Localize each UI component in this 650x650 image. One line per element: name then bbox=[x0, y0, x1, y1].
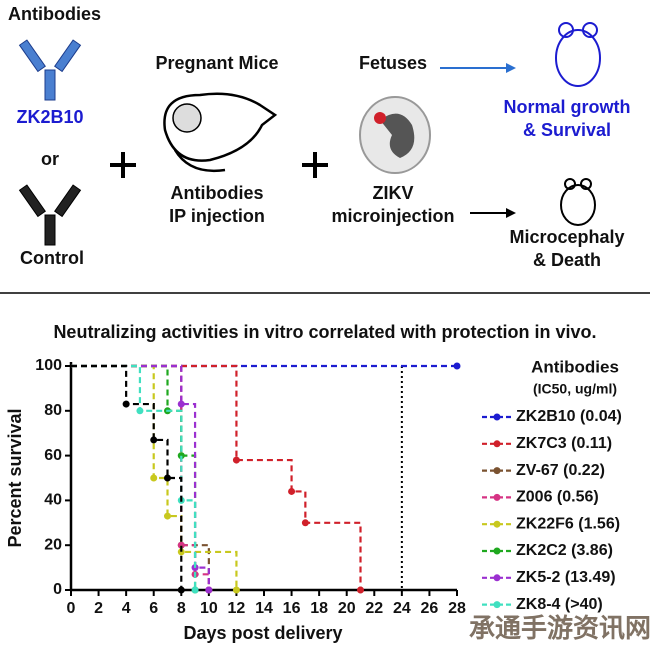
legend-marker bbox=[493, 440, 501, 448]
arrow bbox=[440, 63, 516, 73]
x-axis-label: Days post delivery bbox=[183, 623, 342, 643]
x-tick-label: 20 bbox=[338, 600, 356, 617]
x-tick-label: 22 bbox=[365, 600, 383, 617]
x-tick-label: 28 bbox=[448, 600, 466, 617]
label: microinjection bbox=[331, 206, 454, 226]
y-tick-label: 80 bbox=[44, 402, 62, 419]
survival-point bbox=[232, 456, 240, 464]
y-axis-label: Percent survival bbox=[5, 408, 25, 547]
legend-title: (IC50, ug/ml) bbox=[533, 381, 617, 397]
antibody-icon bbox=[18, 39, 82, 101]
x-tick-label: 18 bbox=[310, 600, 328, 617]
legend-marker bbox=[493, 574, 501, 582]
survival-point bbox=[357, 586, 364, 594]
survival-point bbox=[191, 586, 199, 594]
survival-point bbox=[177, 548, 185, 556]
mouse-icon bbox=[555, 22, 601, 87]
survival-point bbox=[232, 586, 240, 594]
label: ZIKV bbox=[372, 183, 413, 203]
y-tick-label: 40 bbox=[44, 492, 62, 509]
label: Microcephaly bbox=[509, 227, 624, 247]
legend-marker bbox=[493, 520, 501, 528]
survival-point bbox=[136, 407, 144, 415]
x-tick-label: 4 bbox=[122, 600, 131, 617]
plus bbox=[110, 152, 328, 178]
legend-label: ZK2B10 (0.04) bbox=[516, 408, 622, 425]
antibody-icon bbox=[18, 184, 82, 246]
x-tick-label: 2 bbox=[94, 600, 103, 617]
y-tick-label: 0 bbox=[53, 581, 62, 598]
legend-title: Antibodies bbox=[531, 357, 619, 376]
survival-point bbox=[205, 586, 213, 594]
label: IP injection bbox=[169, 206, 265, 226]
survival-point bbox=[150, 474, 158, 482]
survival-point bbox=[177, 400, 185, 408]
survival-line bbox=[71, 364, 210, 590]
label: Normal growth bbox=[503, 97, 630, 117]
legend-label: ZK22F6 (1.56) bbox=[516, 515, 620, 532]
legend-label: ZK7C3 (0.11) bbox=[516, 435, 612, 452]
label: ZK2B10 bbox=[16, 107, 83, 127]
legend-label: ZK5-2 (13.49) bbox=[516, 569, 616, 586]
heading: Antibodies bbox=[8, 4, 101, 24]
survival-point bbox=[164, 512, 171, 520]
survival-point bbox=[177, 452, 185, 460]
mouse-icon bbox=[163, 92, 278, 173]
legend-label: ZV-67 (0.22) bbox=[516, 462, 605, 479]
x-tick-label: 12 bbox=[228, 600, 246, 617]
survival-point bbox=[177, 586, 185, 594]
legend-marker bbox=[493, 493, 501, 501]
legend-label: ZK8-4 (>40) bbox=[516, 596, 603, 613]
label: or bbox=[41, 149, 59, 169]
survival-point bbox=[177, 541, 185, 549]
x-tick-label: 26 bbox=[421, 600, 439, 617]
x-tick-label: 14 bbox=[255, 600, 273, 617]
legend-label: Z006 (0.56) bbox=[516, 489, 599, 506]
y-tick-label: 100 bbox=[35, 357, 62, 374]
x-tick-label: 16 bbox=[283, 600, 301, 617]
survival-line bbox=[71, 364, 197, 590]
label: & Death bbox=[533, 250, 601, 270]
survival-point bbox=[164, 474, 171, 482]
legend-label: ZK2C2 (3.86) bbox=[516, 542, 613, 559]
fetus-icon bbox=[359, 96, 431, 174]
label: Pregnant Mice bbox=[155, 53, 278, 73]
legend-marker bbox=[493, 601, 501, 609]
survival-point bbox=[150, 436, 158, 444]
x-tick-label: 0 bbox=[67, 600, 76, 617]
label: Fetuses bbox=[359, 53, 427, 73]
survival-point bbox=[122, 400, 130, 408]
x-tick-label: 10 bbox=[200, 600, 218, 617]
survival-point bbox=[453, 362, 461, 370]
legend-marker bbox=[493, 413, 501, 421]
survival-line bbox=[71, 364, 197, 590]
legend-marker bbox=[493, 547, 501, 555]
label: Antibodies bbox=[171, 183, 264, 203]
mouse-icon bbox=[560, 178, 596, 226]
x-tick-label: 24 bbox=[393, 600, 411, 617]
survival-point bbox=[301, 519, 309, 527]
arrow bbox=[470, 208, 516, 218]
x-tick-label: 6 bbox=[149, 600, 158, 617]
x-tick-label: 8 bbox=[177, 600, 186, 617]
label: & Survival bbox=[523, 120, 611, 140]
watermark: 承通手游资讯网 bbox=[469, 613, 650, 643]
label: Control bbox=[20, 248, 84, 268]
legend-marker bbox=[493, 467, 501, 475]
survival-point bbox=[288, 487, 296, 495]
chart-title: Neutralizing activities in vitro correla… bbox=[53, 322, 596, 342]
y-tick-label: 60 bbox=[44, 447, 62, 464]
y-tick-label: 20 bbox=[44, 536, 62, 553]
survival-line bbox=[71, 364, 362, 590]
